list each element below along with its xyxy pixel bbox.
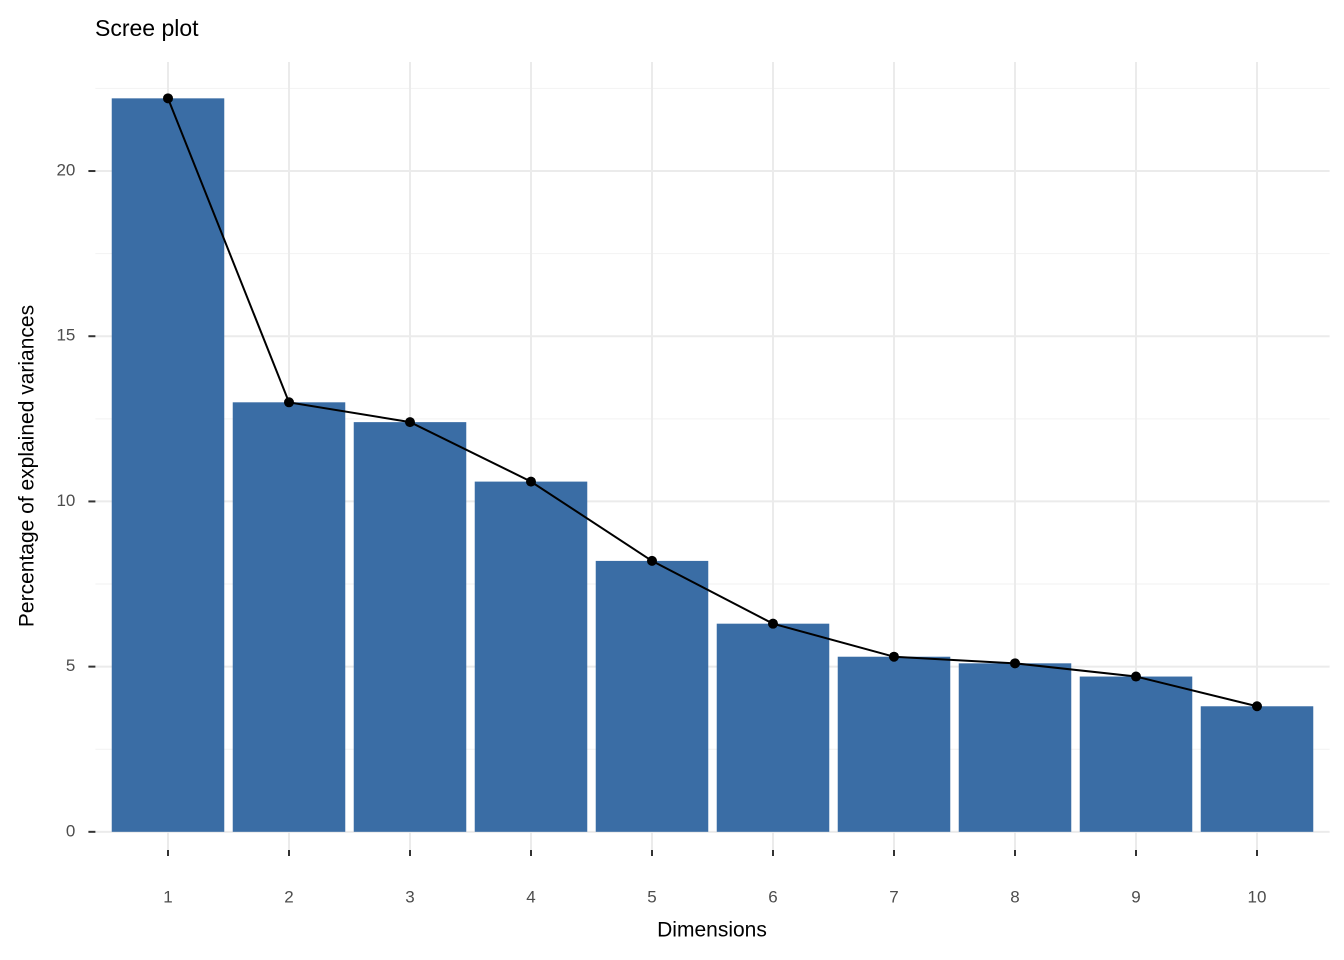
trend-line: [167, 97, 1258, 708]
y-tick-label: 5: [66, 656, 75, 675]
x-tick-label: 1: [163, 887, 172, 906]
y-tick-label: 20: [56, 161, 75, 180]
bar: [111, 98, 225, 832]
bar: [353, 422, 467, 832]
x-tick-label: 2: [284, 887, 293, 906]
bar: [837, 656, 951, 832]
point: [889, 651, 899, 662]
x-tick-label: 3: [405, 887, 414, 906]
x-tick-label: 8: [1010, 887, 1019, 906]
bar: [958, 663, 1072, 832]
point: [163, 93, 173, 104]
x-tick-label: 4: [526, 887, 535, 906]
x-tick-label: 7: [889, 887, 898, 906]
point: [1010, 658, 1020, 669]
bar: [232, 402, 346, 832]
bar: [474, 481, 588, 832]
x-axis-title: Dimensions: [657, 919, 767, 942]
chart-title: Scree plot: [95, 15, 199, 41]
y-tick-label: 15: [56, 326, 75, 345]
y-tick-label: 10: [56, 491, 75, 510]
point: [647, 555, 657, 566]
point: [405, 417, 415, 428]
x-tick-label: 10: [1248, 887, 1267, 906]
x-tick-label: 9: [1131, 887, 1140, 906]
x-tick-label: 6: [768, 887, 777, 906]
point: [1131, 671, 1141, 682]
x-tick-label: 5: [647, 887, 656, 906]
point: [1252, 701, 1262, 712]
bar: [595, 560, 709, 832]
bar: [716, 623, 830, 832]
point: [284, 397, 294, 408]
y-axis-title: Percentage of explained variances: [16, 305, 39, 627]
point: [768, 618, 778, 629]
point: [526, 476, 536, 487]
bar: [1079, 676, 1193, 832]
bar: [1200, 706, 1314, 832]
y-tick-label: 0: [66, 821, 75, 840]
